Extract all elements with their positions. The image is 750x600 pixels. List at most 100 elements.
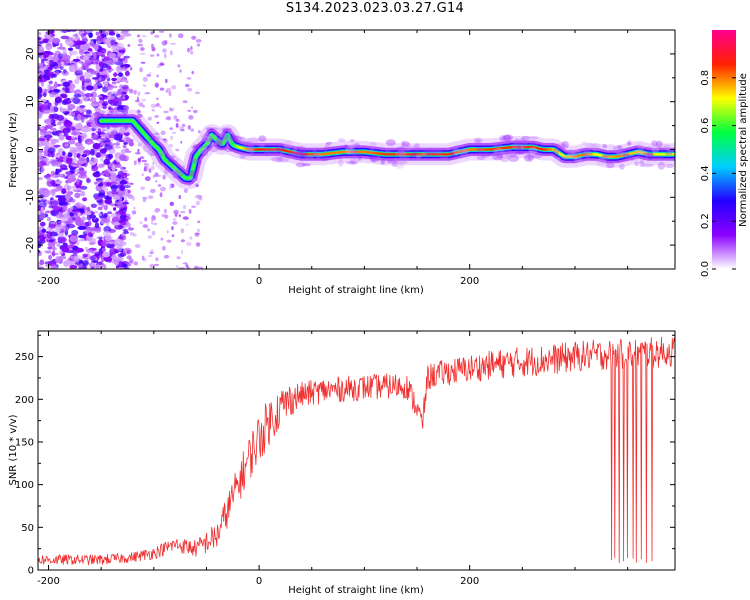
noise-speckle: [61, 217, 68, 222]
spectral-halo-blob: [554, 147, 559, 155]
noise-speckle: [139, 221, 143, 225]
noise-speckle: [164, 40, 168, 45]
noise-speckle: [109, 248, 119, 255]
noise-speckle: [98, 261, 103, 265]
noise-speckle: [47, 147, 56, 154]
noise-speckle: [67, 151, 73, 158]
noise-speckle: [96, 95, 103, 98]
x-tick-label: 0: [256, 576, 262, 587]
noise-speckle: [67, 185, 71, 193]
spectrogram-panel: -200 0 200 -20 -10 0 10 20 Height of straight …: [8, 29, 676, 296]
noise-speckle: [84, 78, 92, 83]
noise-speckle: [171, 131, 177, 134]
noise-speckle: [91, 266, 95, 269]
spectral-halo-blob: [634, 143, 643, 147]
noise-speckle: [82, 197, 88, 202]
spectral-halo-blob: [213, 141, 224, 148]
noise-speckle: [162, 245, 166, 251]
spectral-halo-blob: [248, 143, 254, 149]
noise-speckle: [94, 222, 100, 229]
spectral-halo-blob: [283, 143, 293, 150]
noise-speckle: [44, 250, 52, 254]
noise-speckle: [89, 41, 95, 47]
noise-speckle: [59, 108, 68, 113]
spectral-halo-blob: [574, 156, 583, 163]
spectral-halo-blob: [241, 140, 251, 146]
noise-speckle: [102, 129, 107, 132]
noise-speckle: [89, 113, 95, 121]
spectral-halo-blob: [343, 144, 349, 150]
noise-speckle: [163, 208, 167, 214]
spectral-halo-blob: [380, 159, 385, 165]
noise-speckle: [79, 238, 87, 242]
spectral-halo-blob: [371, 156, 377, 163]
noise-speckle: [100, 48, 107, 54]
spectral-halo-blob: [222, 128, 232, 132]
noise-speckle: [185, 223, 190, 226]
noise-speckle: [168, 116, 171, 120]
spectral-halo-blob: [148, 136, 160, 142]
noise-speckle: [191, 205, 196, 208]
noise-speckle: [83, 81, 93, 87]
noise-speckle: [162, 48, 167, 53]
spectral-halo-blob: [652, 155, 664, 159]
noise-speckle: [86, 109, 92, 115]
noise-speckle: [113, 72, 117, 78]
spectral-halo-blob: [439, 155, 448, 160]
spectral-halo-blob: [617, 151, 629, 157]
noise-speckle: [133, 261, 138, 265]
spectral-halo-blob: [209, 145, 219, 153]
noise-speckle: [98, 77, 102, 82]
noise-speckle: [114, 146, 121, 149]
spectral-halo-blob: [202, 138, 214, 142]
noise-speckle: [144, 162, 148, 166]
noise-speckle: [70, 86, 75, 94]
noise-speckle: [75, 44, 81, 50]
y-tick-label: 250: [15, 352, 34, 363]
spectral-halo-blob: [239, 136, 246, 145]
noise-speckle: [123, 230, 129, 234]
noise-speckle: [179, 69, 182, 73]
colorbar-tick-label: 0.6: [700, 118, 711, 134]
colorbar: 0.0 0.2 0.4 0.6 0.8 Normalized spectral ampl…: [700, 30, 749, 277]
noise-speckle: [89, 255, 96, 261]
noise-speckle: [117, 52, 122, 58]
noise-speckle: [105, 84, 114, 91]
noise-speckle: [48, 71, 55, 75]
y-tick-label: 150: [15, 437, 34, 448]
spectral-halo-blob: [360, 156, 372, 160]
noise-speckle: [38, 152, 44, 159]
noise-speckle: [107, 211, 113, 215]
noise-speckle: [38, 92, 43, 100]
snr-x-axis-label: Height of straight line (km): [288, 585, 424, 596]
noise-speckle: [67, 104, 76, 110]
noise-speckle: [197, 220, 201, 224]
noise-speckle: [72, 217, 76, 221]
noise-speckle: [105, 181, 112, 187]
noise-speckle: [189, 236, 193, 240]
noise-speckle: [90, 157, 95, 162]
noise-speckle: [57, 46, 66, 50]
noise-speckle: [76, 216, 81, 222]
noise-speckle: [39, 130, 48, 136]
spectral-halo-blob: [215, 138, 222, 146]
noise-speckle: [99, 61, 103, 68]
noise-speckle: [137, 35, 141, 38]
noise-speckle: [74, 192, 81, 199]
spectrogram-y-axis-label: Frequency (Hz): [8, 112, 19, 188]
noise-speckle: [180, 140, 183, 144]
noise-speckle: [46, 179, 54, 187]
spectral-halo-blob: [172, 165, 177, 173]
noise-speckle: [152, 174, 156, 178]
noise-speckle: [159, 105, 162, 109]
noise-speckle: [100, 255, 105, 263]
spectral-halo-blob: [627, 139, 633, 147]
spectral-halo-blob: [368, 155, 381, 162]
noise-speckle: [75, 185, 82, 189]
noise-speckle: [138, 38, 143, 43]
spectral-halo-blob: [596, 157, 607, 166]
noise-speckle: [103, 81, 108, 87]
noise-speckle: [38, 31, 42, 36]
noise-speckle: [149, 263, 155, 268]
noise-speckle: [104, 198, 113, 204]
